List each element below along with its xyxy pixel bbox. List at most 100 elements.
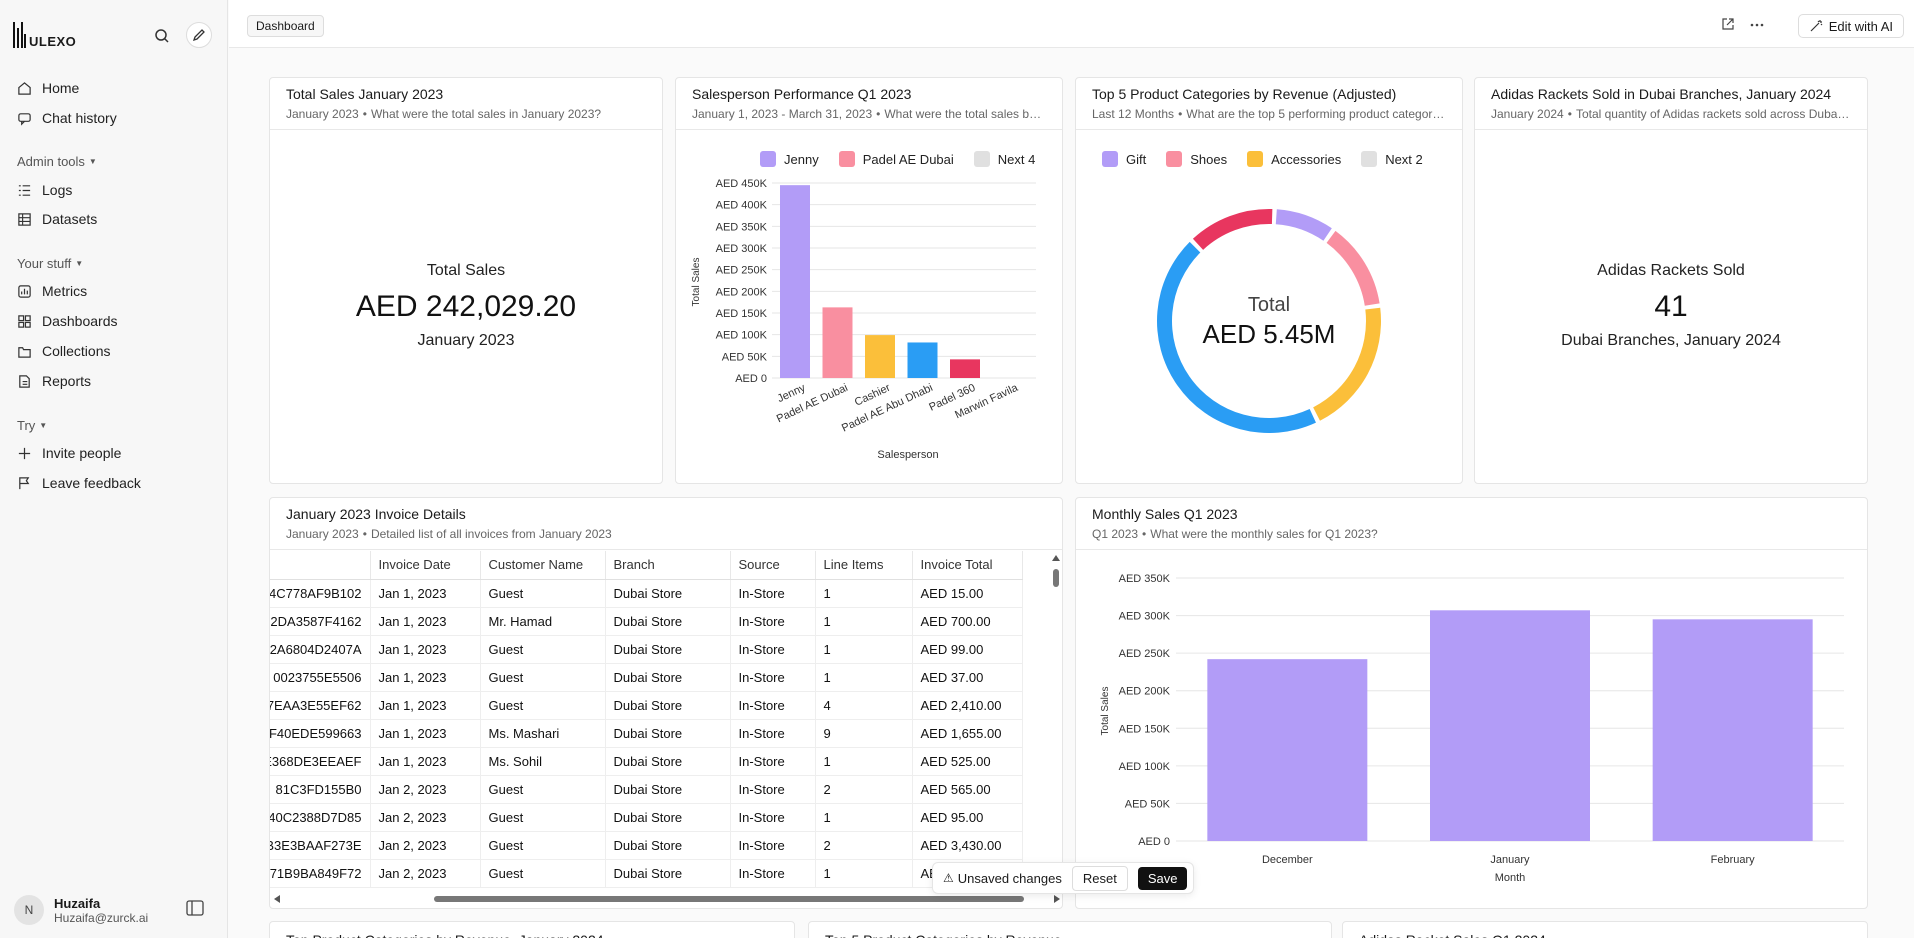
table-cell: Jan 1, 2023	[370, 663, 481, 692]
table-cell: Jan 1, 2023	[370, 607, 481, 636]
card-salesperson-performance[interactable]: Salesperson Performance Q1 2023 January …	[675, 77, 1063, 484]
table-cell: In-Store	[730, 691, 816, 720]
save-button[interactable]: Save	[1137, 866, 1188, 890]
card-invoice-details[interactable]: January 2023 Invoice Details January 202…	[269, 497, 1063, 909]
column-header[interactable]: Customer Name	[480, 551, 606, 580]
x-tick-label: February	[1711, 854, 1756, 866]
breadcrumb[interactable]: Dashboard	[247, 15, 324, 37]
sidebar-item-invite-people[interactable]: Invite people	[17, 442, 121, 464]
logo[interactable]: ULEXO	[13, 22, 76, 48]
card-monthly-sales[interactable]: Monthly Sales Q1 2023 Q1 2023 • What were …	[1075, 497, 1868, 909]
sidebar-item-collections[interactable]: Collections	[17, 340, 110, 362]
column-header[interactable]: Invoice ID	[270, 551, 371, 580]
table-row[interactable]: 2DA3587F4162 Jan 1, 2023 Mr. Hamad Dubai St…	[270, 607, 1023, 636]
card-title: Adidas Rackets Sold in Dubai Branches, J…	[1491, 86, 1832, 102]
column-header[interactable]: Branch	[605, 551, 731, 580]
table-cell: In-Store	[730, 607, 816, 636]
table-cell: 1	[815, 635, 913, 664]
legend-item[interactable]: Next 4	[973, 151, 1035, 167]
section-admin-tools[interactable]: Admin tools ▼	[17, 154, 97, 169]
sidebar-item-metrics[interactable]: Metrics	[17, 280, 87, 302]
table-cell: Dubai Store	[605, 747, 731, 776]
y-tick-label: AED 50K	[722, 351, 768, 363]
donut-center-label: Total	[1248, 294, 1290, 316]
table-row[interactable]: B3E3BAAF273E Jan 2, 2023 Guest Dubai Store I…	[270, 831, 1023, 860]
legend-item[interactable]: Jenny	[760, 151, 819, 167]
legend-item[interactable]: Shoes	[1166, 151, 1227, 167]
column-header[interactable]: Source	[730, 551, 816, 580]
table-cell: AED 525.00	[912, 747, 1023, 776]
card-title: Top 5 Product Categories by Revenue (Adj…	[1092, 86, 1397, 102]
table-row[interactable]: 0023755E5506 Jan 1, 2023 Guest Dubai Store I…	[270, 663, 1023, 692]
column-header[interactable]: Line Items	[815, 551, 913, 580]
card-title: Salesperson Performance Q1 2023	[692, 86, 912, 102]
card-total-sales[interactable]: Total Sales January 2023 January 2023 • Wh…	[269, 77, 663, 484]
table-cell: 81C3FD155B0	[270, 775, 371, 804]
sidebar-item-home[interactable]: Home	[17, 77, 79, 99]
table-cell: Dubai Store	[605, 803, 731, 832]
sidebar-item-chat-history[interactable]: Chat history	[17, 107, 117, 129]
table-row[interactable]: 2A6804D2407A Jan 1, 2023 Guest Dubai Store I…	[270, 635, 1023, 664]
sidebar-collapse-icon[interactable]	[186, 900, 208, 918]
table-cell: Jan 2, 2023	[370, 803, 481, 832]
edit-with-ai-button[interactable]: Edit with AI	[1797, 14, 1904, 38]
table-cell: 0023755E5506	[270, 663, 371, 692]
table-cell: 2DA3587F4162	[270, 607, 371, 636]
table-cell: Guest	[480, 691, 606, 720]
table-row[interactable]: -71B9BA849F72 Jan 2, 2023 Guest Dubai Store…	[270, 859, 1023, 888]
table-row[interactable]: -7EAA3E55EF62 Jan 1, 2023 Guest Dubai Store…	[270, 691, 1023, 720]
sidebar-item-leave-feedback[interactable]: Leave feedback	[17, 472, 141, 494]
sidebar-item-dashboards[interactable]: Dashboards	[17, 310, 118, 332]
card-header: Top 5 Product Categories by Revenue (Adj…	[1076, 78, 1462, 130]
metrics-icon	[18, 284, 31, 298]
legend-item[interactable]: Next 2	[1361, 151, 1423, 167]
legend-item[interactable]: Padel AE Dubai	[838, 151, 954, 167]
table-row[interactable]: -4C778AF9B102 Jan 1, 2023 Guest Dubai Store…	[270, 579, 1023, 608]
search-icon[interactable]	[150, 24, 174, 48]
legend-swatch	[1361, 151, 1378, 167]
table-row[interactable]: -40C2388D7D85 Jan 2, 2023 Guest Dubai Store…	[270, 803, 1023, 832]
column-header[interactable]: Invoice Total	[912, 551, 1023, 580]
user-profile[interactable]: N Huzaifa Huzaifa@zurck.ai	[14, 895, 148, 925]
card-bottom-2[interactable]: Top 5 Product Categories by Revenue	[808, 921, 1332, 938]
sidebar-item-logs[interactable]: Logs	[17, 179, 72, 201]
kpi-label: Adidas Rackets Sold	[1597, 262, 1745, 279]
table-cell: 1	[815, 579, 913, 608]
sidebar-item-datasets[interactable]: Datasets	[17, 208, 97, 230]
horizontal-scrollbar[interactable]	[274, 894, 1060, 904]
kpi-block: Adidas Rackets Sold 41 Dubai Branches, J…	[1475, 262, 1867, 350]
table-cell: Jan 1, 2023	[370, 691, 481, 720]
share-icon[interactable]	[1721, 17, 1737, 33]
more-icon[interactable]	[1749, 17, 1765, 33]
table-cell: 2	[815, 775, 913, 804]
sidebar-item-reports[interactable]: Reports	[17, 370, 91, 392]
table-cell: Guest	[480, 859, 606, 888]
table-cell: -4C778AF9B102	[270, 579, 371, 608]
column-header[interactable]: Invoice Date	[370, 551, 481, 580]
table-cell: Guest	[480, 635, 606, 664]
bar	[1652, 619, 1813, 841]
unsaved-label: Unsaved changes	[957, 870, 1062, 886]
card-top-categories[interactable]: Top 5 Product Categories by Revenue (Adj…	[1075, 77, 1463, 484]
vertical-scrollbar[interactable]	[1052, 555, 1060, 835]
table-row[interactable]: F40EDE599663 Jan 1, 2023 Ms. Mashari Dubai …	[270, 719, 1023, 748]
compose-icon[interactable]	[186, 22, 212, 48]
card-bottom-1[interactable]: Top Product Categories by Revenue, Janua…	[269, 921, 795, 938]
table-cell: Ms. Sohil	[480, 747, 606, 776]
card-bottom-3[interactable]: Adidas Racket Sales Q1 2024	[1342, 921, 1868, 938]
table-cell: Guest	[480, 803, 606, 832]
table-cell: 4	[815, 691, 913, 720]
legend-item[interactable]: Gift	[1102, 151, 1146, 167]
card-subtitle: Q1 2023 • What were the monthly sales for …	[1092, 527, 1378, 541]
card-adidas-rackets[interactable]: Adidas Rackets Sold in Dubai Branches, J…	[1474, 77, 1868, 484]
y-tick-label: AED 350K	[716, 221, 768, 233]
table-row[interactable]: 81C3FD155B0 Jan 2, 2023 Guest Dubai Store In…	[270, 775, 1023, 804]
legend-item[interactable]: Accessories	[1247, 151, 1341, 167]
section-your-stuff[interactable]: Your stuff ▼	[17, 256, 84, 271]
reset-button[interactable]: Reset	[1071, 865, 1128, 891]
section-try[interactable]: Try ▼	[17, 418, 48, 433]
bar	[950, 359, 980, 378]
y-tick-label: AED 0	[735, 373, 767, 385]
